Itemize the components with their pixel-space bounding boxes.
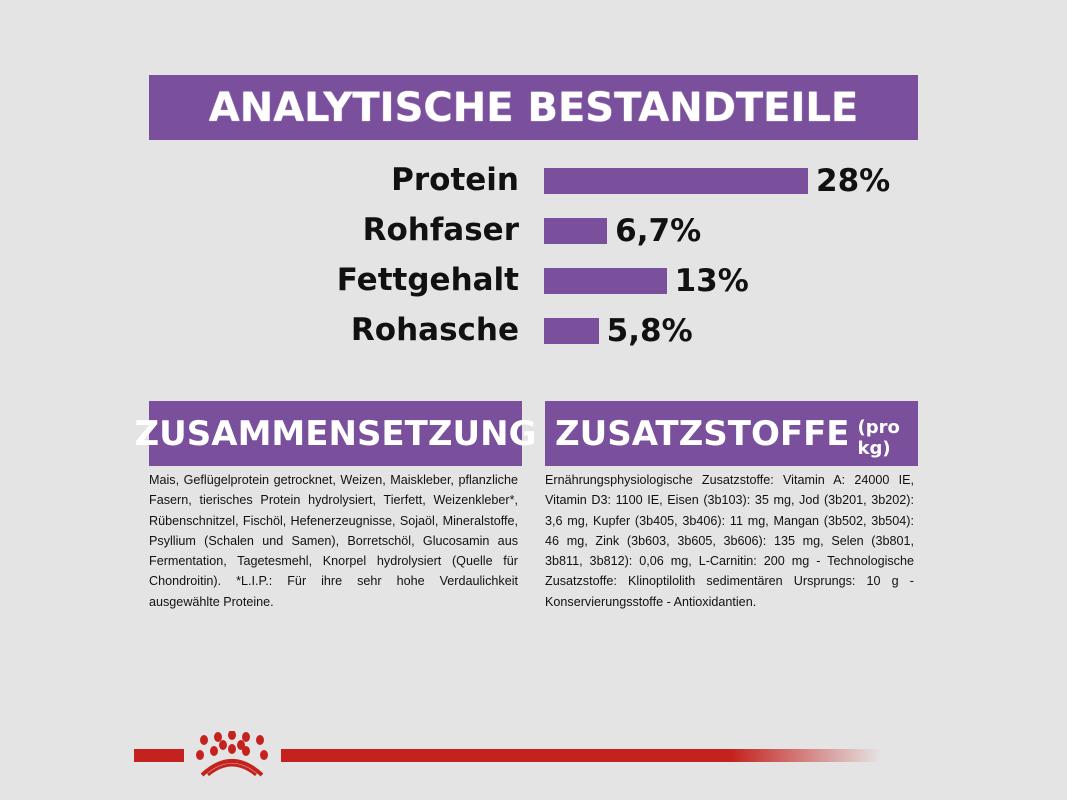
bar-protein bbox=[544, 168, 808, 194]
composition-heading: ZUSAMMENSETZUNG bbox=[134, 413, 537, 454]
additives-heading-suffix: (pro kg) bbox=[857, 416, 900, 459]
data-label: 28% bbox=[816, 163, 891, 199]
footer-line-left bbox=[134, 749, 184, 762]
title-banner: ANALYTISCHE BESTANDTEILE bbox=[149, 75, 918, 140]
additives-text: Ernährungsphysiologische Zusatzstoffe: V… bbox=[545, 473, 914, 609]
composition-heading-banner: ZUSAMMENSETZUNG bbox=[135, 401, 536, 466]
category-label: Rohasche bbox=[350, 312, 519, 348]
composition-text: Mais, Geflügelprotein getrocknet, Weizen… bbox=[149, 473, 518, 609]
royal-canin-crown-icon bbox=[196, 731, 268, 777]
data-label: 13% bbox=[674, 263, 749, 299]
chart-row-protein: Protein 28% bbox=[149, 160, 929, 200]
chart-row-rohasche: Rohasche 5,8% bbox=[149, 310, 929, 350]
bar-fettgehalt bbox=[544, 268, 667, 294]
category-label: Fettgehalt bbox=[336, 262, 519, 298]
additives-heading: ZUSATZSTOFFE bbox=[555, 413, 850, 454]
chart-row-rohfaser: Rohfaser 6,7% bbox=[149, 210, 929, 250]
footer-line-right bbox=[281, 749, 881, 762]
data-label: 6,7% bbox=[615, 213, 702, 249]
chart-row-fettgehalt: Fettgehalt 13% bbox=[149, 260, 929, 300]
category-label: Rohfaser bbox=[362, 212, 519, 248]
bar-rohfaser bbox=[544, 218, 608, 244]
data-label: 5,8% bbox=[606, 313, 693, 349]
page-title: ANALYTISCHE BESTANDTEILE bbox=[208, 84, 859, 131]
additives-heading-banner: ZUSATZSTOFFE (pro kg) bbox=[545, 401, 918, 466]
bar-rohasche bbox=[544, 318, 599, 344]
category-label: Protein bbox=[391, 162, 519, 198]
